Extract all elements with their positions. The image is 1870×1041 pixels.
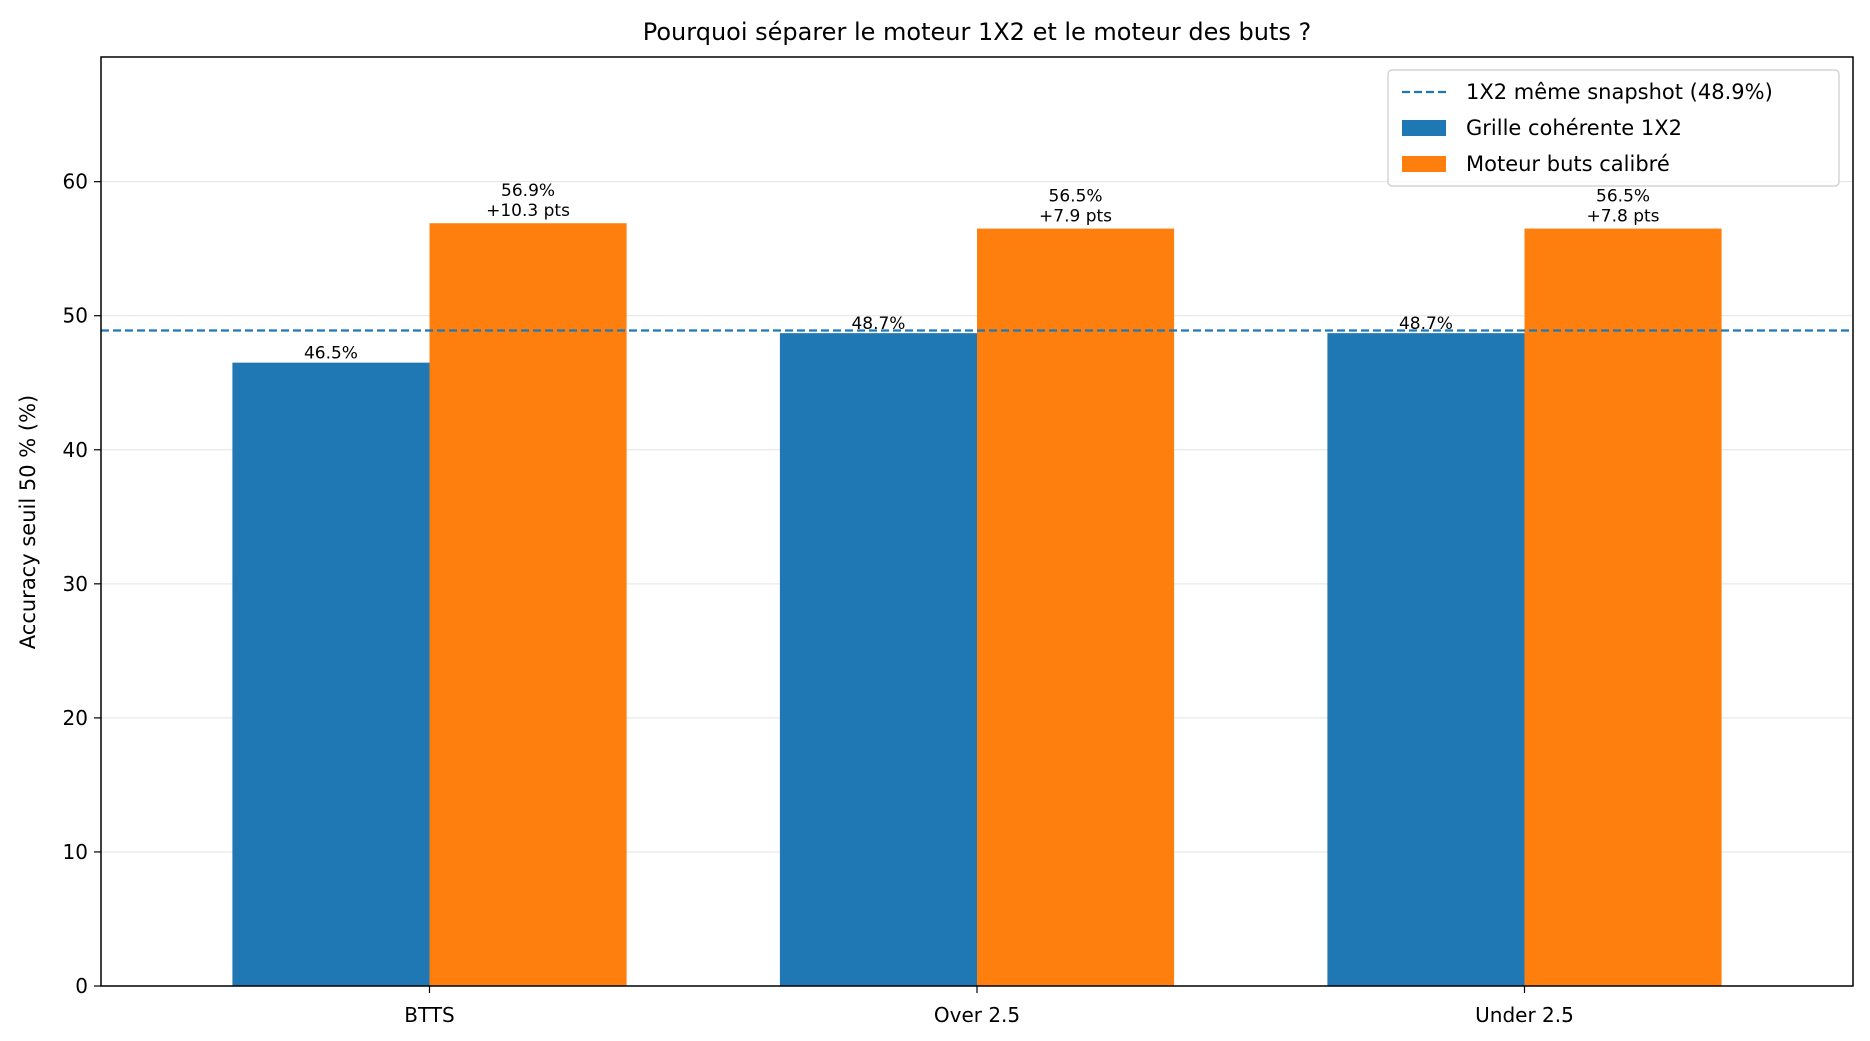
x-tick-label: Under 2.5	[1475, 1003, 1574, 1027]
x-tick-label: BTTS	[404, 1003, 455, 1027]
y-tick-label: 10	[63, 840, 88, 864]
legend-label-reference: 1X2 même snapshot (48.9%)	[1466, 80, 1773, 104]
bar-value-label: 56.5%	[1596, 187, 1650, 207]
x-tick-label: Over 2.5	[934, 1003, 1020, 1027]
y-tick-label: 40	[63, 438, 88, 462]
y-axis-label: Accuracy seuil 50 % (%)	[16, 395, 40, 649]
bar-delta-label: +10.3 pts	[486, 201, 570, 221]
legend-label-series: Grille cohérente 1X2	[1466, 116, 1682, 140]
bars	[232, 223, 1722, 986]
bar-grille	[779, 333, 977, 986]
chart-title: Pourquoi séparer le moteur 1X2 et le mot…	[643, 18, 1311, 46]
legend: 1X2 même snapshot (48.9%) Grille cohérent…	[1387, 69, 1840, 187]
bar-grille	[232, 362, 430, 986]
bar-value-label: 56.9%	[501, 181, 555, 201]
legend-swatch-series	[1402, 156, 1446, 172]
y-tick-label: 30	[63, 572, 88, 596]
legend-swatch-series	[1402, 120, 1446, 136]
bar-grille	[1327, 333, 1525, 986]
y-tick-label: 50	[63, 304, 88, 328]
legend-label-series: Moteur buts calibré	[1466, 152, 1670, 176]
bar-moteur	[1524, 228, 1722, 986]
bar-value-label: 56.5%	[1049, 187, 1103, 207]
y-tick-label: 20	[63, 706, 88, 730]
bar-moteur	[429, 223, 627, 986]
y-tick-label: 0	[75, 974, 88, 998]
y-tick-label: 60	[63, 170, 88, 194]
axis-ticks: 0 10 20 30 40 50 60 BTTS Over 2.5 Under 2.5	[63, 170, 1574, 1027]
bar-value-label: 48.7%	[851, 314, 905, 334]
bar-value-label: 46.5%	[304, 344, 358, 364]
bar-delta-label: +7.8 pts	[1587, 207, 1660, 227]
legend-box	[1387, 69, 1840, 187]
bar-value-label: 48.7%	[1399, 314, 1453, 334]
bar-delta-label: +7.9 pts	[1039, 207, 1112, 227]
bar-moteur	[977, 228, 1175, 986]
